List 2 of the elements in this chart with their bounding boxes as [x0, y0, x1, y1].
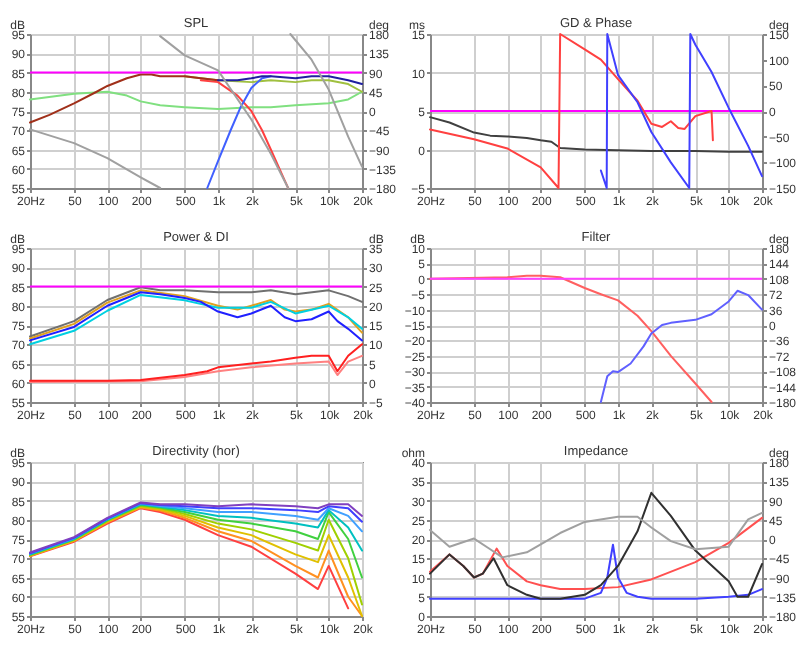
- line-series: [206, 75, 272, 189]
- line-series: [289, 33, 363, 168]
